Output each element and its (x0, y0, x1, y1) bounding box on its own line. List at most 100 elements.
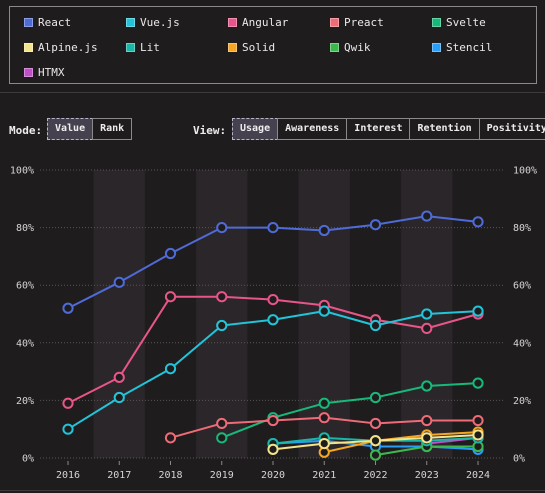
legend-label: React (38, 16, 72, 29)
data-point-alpine-js (421, 432, 433, 444)
y-tick-label-right: 0% (513, 454, 525, 465)
y-tick-label-left: 40% (16, 338, 34, 349)
x-tick-label: 2021 (312, 470, 336, 481)
y-tick-label-right: 60% (513, 281, 531, 292)
mode-toggle-group: Value Rank (47, 118, 133, 140)
data-point-angular (62, 397, 74, 409)
data-point-svelte (318, 397, 330, 409)
data-point-vue-js (267, 314, 279, 326)
y-tick-label-left: 100% (10, 166, 34, 177)
data-point-angular (216, 291, 228, 303)
view-label: View: (193, 124, 227, 137)
view-awareness-button[interactable]: Awareness (277, 118, 348, 140)
view-retention-button[interactable]: Retention (409, 118, 480, 140)
x-tick-label: 2018 (158, 470, 182, 481)
data-point-react (62, 302, 74, 314)
data-point-preact (164, 432, 177, 444)
data-point-vue-js (216, 319, 228, 332)
legend-item-qwik[interactable]: Qwik (330, 41, 371, 54)
legend-item-svelte[interactable]: Svelte (432, 16, 486, 29)
view-usage-button[interactable]: Usage (232, 118, 279, 140)
legend-label: Vue.js (140, 16, 180, 29)
data-point-angular (164, 291, 177, 303)
legend-item-alpine[interactable]: Alpine.js (24, 41, 98, 54)
view-interest-button[interactable]: Interest (346, 118, 411, 140)
data-point-alpine-js (369, 435, 382, 447)
legend: React Vue.js Angular Preact Svelte Alpin… (9, 6, 537, 84)
mode-label: Mode: (9, 124, 43, 137)
data-point-angular (421, 322, 433, 334)
data-point-qwik (369, 449, 382, 461)
y-tick-label-right: 80% (513, 223, 531, 234)
data-point-svelte (421, 380, 433, 392)
legend-label: Angular (242, 16, 289, 29)
legend-item-react[interactable]: React (24, 16, 71, 29)
legend-item-angular[interactable]: Angular (228, 16, 288, 29)
legend-swatch (126, 43, 135, 52)
y-tick-label-left: 60% (16, 281, 34, 292)
x-tick-label: 2024 (466, 470, 490, 481)
legend-item-solid[interactable]: Solid (228, 41, 275, 54)
legend-swatch (330, 18, 339, 27)
data-point-react (421, 210, 433, 222)
legend-swatch (228, 18, 237, 27)
legend-swatch (126, 18, 135, 27)
legend-swatch (228, 43, 237, 52)
legend-swatch (432, 43, 441, 52)
legend-item-stencil[interactable]: Stencil (432, 41, 492, 54)
y-tick-label-left: 80% (16, 223, 34, 234)
data-point-svelte (216, 432, 228, 444)
data-point-preact (369, 417, 382, 430)
y-tick-label-left: 20% (16, 396, 34, 407)
data-point-vue-js (62, 423, 74, 435)
data-point-preact (421, 414, 433, 427)
data-point-vue-js (164, 363, 177, 375)
data-point-alpine-js (318, 438, 330, 450)
usage-line-chart: 0% 0% 20% 20% 40% 40% 60% 60% 80% 80% 100% 100% 2016… (10, 166, 537, 482)
data-point-alpine-js (267, 443, 279, 455)
data-point-preact (216, 417, 228, 430)
legend-label: Stencil (446, 41, 493, 54)
view-toggle-group: Usage Awareness Interest Retention Posit… (232, 118, 545, 140)
legend-item-htmx[interactable]: HTMX (24, 66, 65, 79)
mode-rank-button[interactable]: Rank (92, 118, 133, 140)
mode-value-button[interactable]: Value (47, 118, 94, 140)
y-tick-label-right: 40% (513, 338, 531, 349)
divider (0, 92, 545, 93)
data-point-vue-js (369, 319, 382, 332)
data-point-react (216, 222, 228, 234)
y-tick-label-right: 20% (513, 396, 531, 407)
view-positivity-button[interactable]: Positivity (478, 118, 545, 140)
legend-swatch (432, 18, 441, 27)
data-point-react (164, 247, 177, 260)
legend-label: Svelte (446, 16, 486, 29)
data-point-alpine-js (472, 429, 484, 441)
year-band (93, 170, 145, 458)
legend-swatch (330, 43, 339, 52)
data-point-preact (472, 414, 484, 427)
legend-item-lit[interactable]: Lit (126, 41, 160, 54)
legend-item-vue[interactable]: Vue.js (126, 16, 180, 29)
legend-label: HTMX (38, 66, 65, 79)
y-tick-label-right: 100% (513, 166, 537, 177)
y-tick-label-left: 0% (22, 454, 34, 465)
legend-swatch (24, 68, 33, 77)
x-tick-label: 2019 (210, 470, 234, 481)
data-point-svelte (472, 377, 484, 389)
data-point-angular (267, 294, 279, 306)
data-point-vue-js (421, 308, 433, 320)
data-point-react (369, 219, 382, 231)
data-point-react (267, 222, 279, 234)
legend-label: Alpine.js (38, 41, 98, 54)
legend-label: Solid (242, 41, 276, 54)
data-point-preact (318, 412, 330, 424)
legend-label: Lit (140, 41, 160, 54)
x-tick-label: 2023 (415, 470, 439, 481)
legend-item-preact[interactable]: Preact (330, 16, 384, 29)
series-line-solid (324, 431, 479, 454)
x-tick-label: 2022 (363, 470, 387, 481)
legend-swatch (24, 43, 33, 52)
data-point-vue-js (318, 305, 330, 317)
x-tick-label: 2020 (261, 470, 285, 481)
data-point-svelte (369, 391, 382, 404)
